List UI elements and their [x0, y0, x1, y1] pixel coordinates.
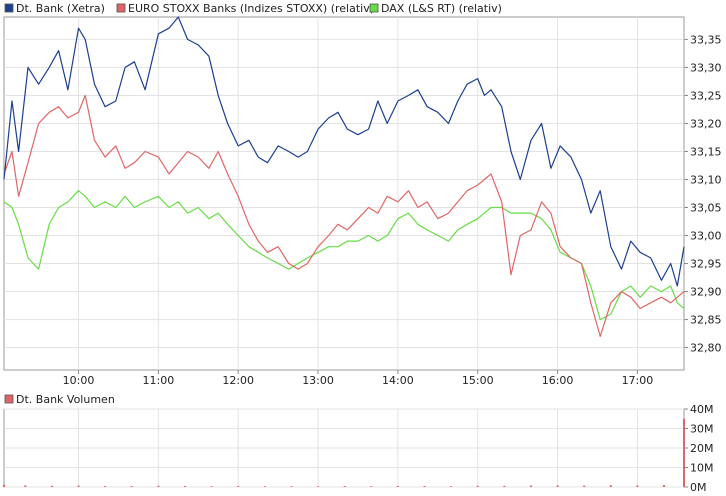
legend-swatch-volume — [4, 394, 14, 404]
legend-swatch-euro-stoxx-banks — [116, 3, 126, 13]
legend-label-volume: Dt. Bank Volumen — [16, 393, 115, 406]
price-x-tick-label: 17:00 — [622, 374, 654, 387]
volume-bar — [263, 486, 266, 487]
legend-swatch-dt-bank — [4, 3, 14, 13]
volume-bar — [556, 485, 559, 487]
series-line-dt-bank — [3, 16, 685, 287]
price-x-tick-label: 12:00 — [222, 374, 254, 387]
price-y-tick-label: 33,20 — [690, 117, 722, 130]
price-y-tick-label: 33,10 — [690, 173, 722, 186]
volume-bar — [50, 485, 53, 487]
volume-y-tick-label: 0M — [690, 481, 707, 494]
volume-bar — [396, 486, 399, 487]
volume-bar — [317, 486, 320, 487]
legend-label-dax: DAX (L&S RT) (relativ) — [381, 2, 502, 15]
price-x-tick-label: 16:00 — [542, 374, 574, 387]
price-y-tick-label: 33,30 — [690, 61, 722, 74]
volume-bar — [24, 485, 27, 487]
volume-bar — [450, 486, 453, 487]
price-y-tick-label: 33,15 — [690, 145, 722, 158]
price-x-tick-label: 10:00 — [63, 374, 95, 387]
price-y-tick-label: 33,05 — [690, 202, 722, 215]
price-y-tick-label: 33,35 — [690, 33, 722, 46]
legend-item-dt-bank: Dt. Bank (Xetra) — [4, 2, 105, 15]
volume-bar — [77, 485, 80, 487]
legend-label-euro-stoxx-banks: EURO STOXX Banks (Indizes STOXX) (relati… — [128, 2, 374, 15]
volume-bar — [476, 485, 479, 487]
volume-y-tick-label: 20M — [690, 442, 714, 455]
price-x-tick-label: 11:00 — [143, 374, 175, 387]
legend-label-dt-bank: Dt. Bank (Xetra) — [16, 2, 105, 15]
volume-bar — [210, 486, 213, 487]
legend-item-dax: DAX (L&S RT) (relativ) — [369, 2, 502, 15]
volume-bars — [3, 418, 685, 488]
price-series-group — [3, 16, 685, 337]
volume-bar — [130, 486, 133, 487]
volume-bar — [636, 485, 639, 487]
price-y-tick-label: 33,25 — [690, 89, 722, 102]
volume-legend: Dt. Bank Volumen — [4, 393, 115, 406]
price-x-tick-label: 13:00 — [302, 374, 334, 387]
price-legend: Dt. Bank (Xetra) EURO STOXX Banks (Indiz… — [4, 2, 502, 15]
volume-grid — [4, 408, 684, 488]
volume-y-tick-label: 10M — [690, 462, 714, 475]
volume-bar — [663, 485, 665, 487]
volume-bar — [530, 485, 532, 487]
price-y-tick-label: 32,90 — [690, 286, 722, 299]
price-y-ticks: 32,80 32,85 32,90 32,95 33,00 33,05 33,10 33,15… — [684, 33, 722, 355]
price-y-tick-label: 32,80 — [690, 342, 722, 355]
volume-bar — [290, 486, 293, 487]
volume-bar — [157, 485, 160, 487]
volume-bar — [3, 484, 5, 487]
price-y-tick-label: 32,85 — [690, 314, 722, 327]
volume-bar — [503, 485, 506, 487]
price-y-tick-label: 32,95 — [690, 258, 722, 271]
price-x-ticks: 10:00 11:00 12:00 13:00 14:00 15:00 16:00 17:00 — [63, 370, 654, 387]
volume-bar — [583, 485, 586, 487]
price-panel: 32,80 32,85 32,90 32,95 33,00 33,05 33,10 33,15… — [3, 2, 722, 387]
price-y-tick-label: 33,00 — [690, 230, 722, 243]
volume-bar — [184, 486, 186, 487]
price-plot-frame — [3, 16, 685, 371]
price-x-tick-label: 14:00 — [382, 374, 414, 387]
price-x-tick-label: 15:00 — [462, 374, 494, 387]
series-line-euro-stoxx-banks — [3, 94, 685, 337]
volume-y-ticks: 0M 10M 20M 30M 40M — [684, 403, 714, 494]
volume-bar — [423, 486, 426, 487]
volume-bar — [104, 486, 107, 487]
volume-bar — [343, 486, 346, 487]
legend-swatch-dax — [369, 3, 379, 13]
volume-y-tick-label: 40M — [690, 403, 714, 416]
legend-item-euro-stoxx-banks: EURO STOXX Banks (Indizes STOXX) (relati… — [116, 2, 374, 15]
volume-bar — [609, 485, 612, 487]
volume-bar — [370, 486, 373, 487]
volume-y-tick-label: 30M — [690, 423, 714, 436]
volume-bar — [683, 418, 685, 488]
volume-panel: 0M 10M 20M 30M 40M Dt. Bank Volumen — [3, 393, 714, 494]
volume-bar — [237, 486, 240, 487]
